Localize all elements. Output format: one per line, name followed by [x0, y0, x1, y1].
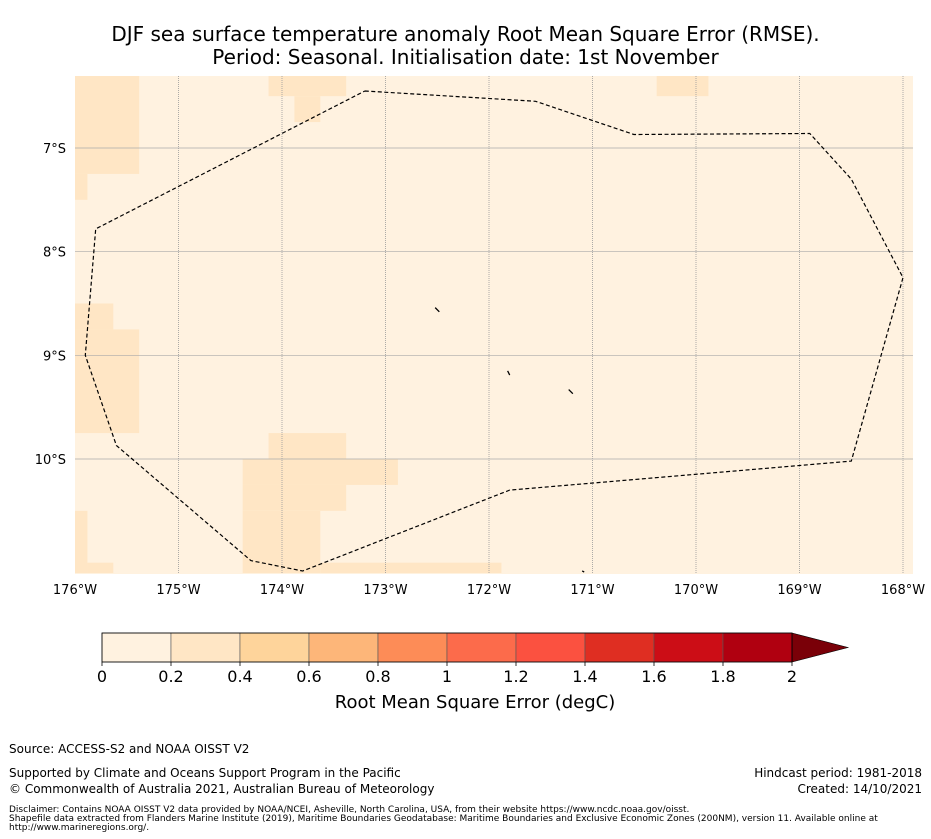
colorbar-tick-label: 1	[442, 667, 452, 686]
rmse-cell-5	[75, 303, 114, 330]
colorbar-tick-label: 1.6	[641, 667, 666, 686]
island-3	[581, 570, 585, 573]
rmse-cell-10	[242, 510, 321, 574]
rmse-cell-3	[294, 96, 321, 123]
rmse-cell-4	[656, 76, 709, 97]
map-background	[75, 76, 913, 574]
colorbar-tick-label: 2	[787, 667, 797, 686]
colorbar-bin-8	[653, 632, 724, 663]
colorbar-bin-1	[170, 632, 241, 663]
rmse-cell-7	[268, 433, 347, 459]
colorbar-bin-7	[584, 632, 655, 663]
disclaimer-line3: http://www.marineregions.org/.	[9, 823, 150, 833]
colorbar-tick-label: 0.8	[365, 667, 390, 686]
lon-tick-label: 174°W	[260, 583, 304, 598]
lat-tick-label: 7°S	[43, 142, 66, 157]
chart-title-line2: Period: Seasonal. Initialisation date: 1…	[212, 45, 719, 69]
rmse-cell-8	[242, 459, 398, 485]
lat-tick-label: 8°S	[43, 246, 66, 261]
island-1	[507, 370, 511, 376]
colorbar-tick-label: 1.2	[503, 667, 528, 686]
disclaimer-line2: Shapefile data extracted from Flanders M…	[9, 814, 878, 824]
rmse-cell-1	[75, 173, 88, 200]
rmse-cell-11	[75, 510, 88, 574]
lon-tick-label: 173°W	[363, 583, 407, 598]
lat-tick-label: 10°S	[35, 453, 66, 468]
colorbar-tick-label: 0.2	[158, 667, 183, 686]
disclaimer-line1: Disclaimer: Contains NOAA OISST V2 data …	[9, 805, 690, 815]
colorbar-bin-4	[377, 632, 448, 663]
lon-tick-label: 172°W	[467, 583, 511, 598]
rmse-cell-13	[320, 562, 502, 574]
colorbar-bin-9	[722, 632, 793, 663]
colorbar-bin-3	[308, 632, 379, 663]
lon-tick-label: 170°W	[674, 583, 718, 598]
lon-tick-label: 169°W	[777, 583, 821, 598]
colorbar-bin-6	[515, 632, 586, 663]
colorbar-tick-label: 0	[97, 667, 107, 686]
source-text: Source: ACCESS-S2 and NOAA OISST V2	[9, 742, 250, 756]
chart-title-line1: DJF sea surface temperature anomaly Root…	[111, 22, 820, 46]
colorbar-label: Root Mean Square Error (degC)	[334, 692, 616, 713]
rmse-cell-9	[242, 484, 347, 511]
lon-tick-label: 168°W	[881, 583, 925, 598]
hindcast-text: Hindcast period: 1981-2018	[754, 766, 922, 780]
lon-tick-label: 176°W	[53, 583, 97, 598]
colorbar-tick-label: 0.4	[227, 667, 252, 686]
island-0	[434, 307, 440, 313]
colorbar-tick-label: 1.8	[710, 667, 735, 686]
colorbar-bin-0	[101, 632, 172, 663]
colorbar-extend-arrow	[791, 632, 850, 663]
colorbar-tick-label: 1.4	[572, 667, 597, 686]
created-text: Created: 14/10/2021	[797, 782, 922, 796]
lat-tick-label: 9°S	[43, 349, 66, 364]
copyright-text: © Commonwealth of Australia 2021, Austra…	[9, 782, 435, 796]
lon-tick-label: 175°W	[156, 583, 200, 598]
colorbar-bin-5	[446, 632, 517, 663]
lon-tick-label: 171°W	[570, 583, 614, 598]
colorbar-bin-2	[239, 632, 310, 663]
colorbar-tick-label: 0.6	[296, 667, 321, 686]
island-2	[568, 389, 574, 395]
rmse-cell-0	[75, 76, 140, 174]
rmse-cell-12	[87, 562, 114, 574]
rmse-cell-2	[268, 76, 347, 97]
support-text: Supported by Climate and Oceans Support …	[9, 766, 401, 780]
